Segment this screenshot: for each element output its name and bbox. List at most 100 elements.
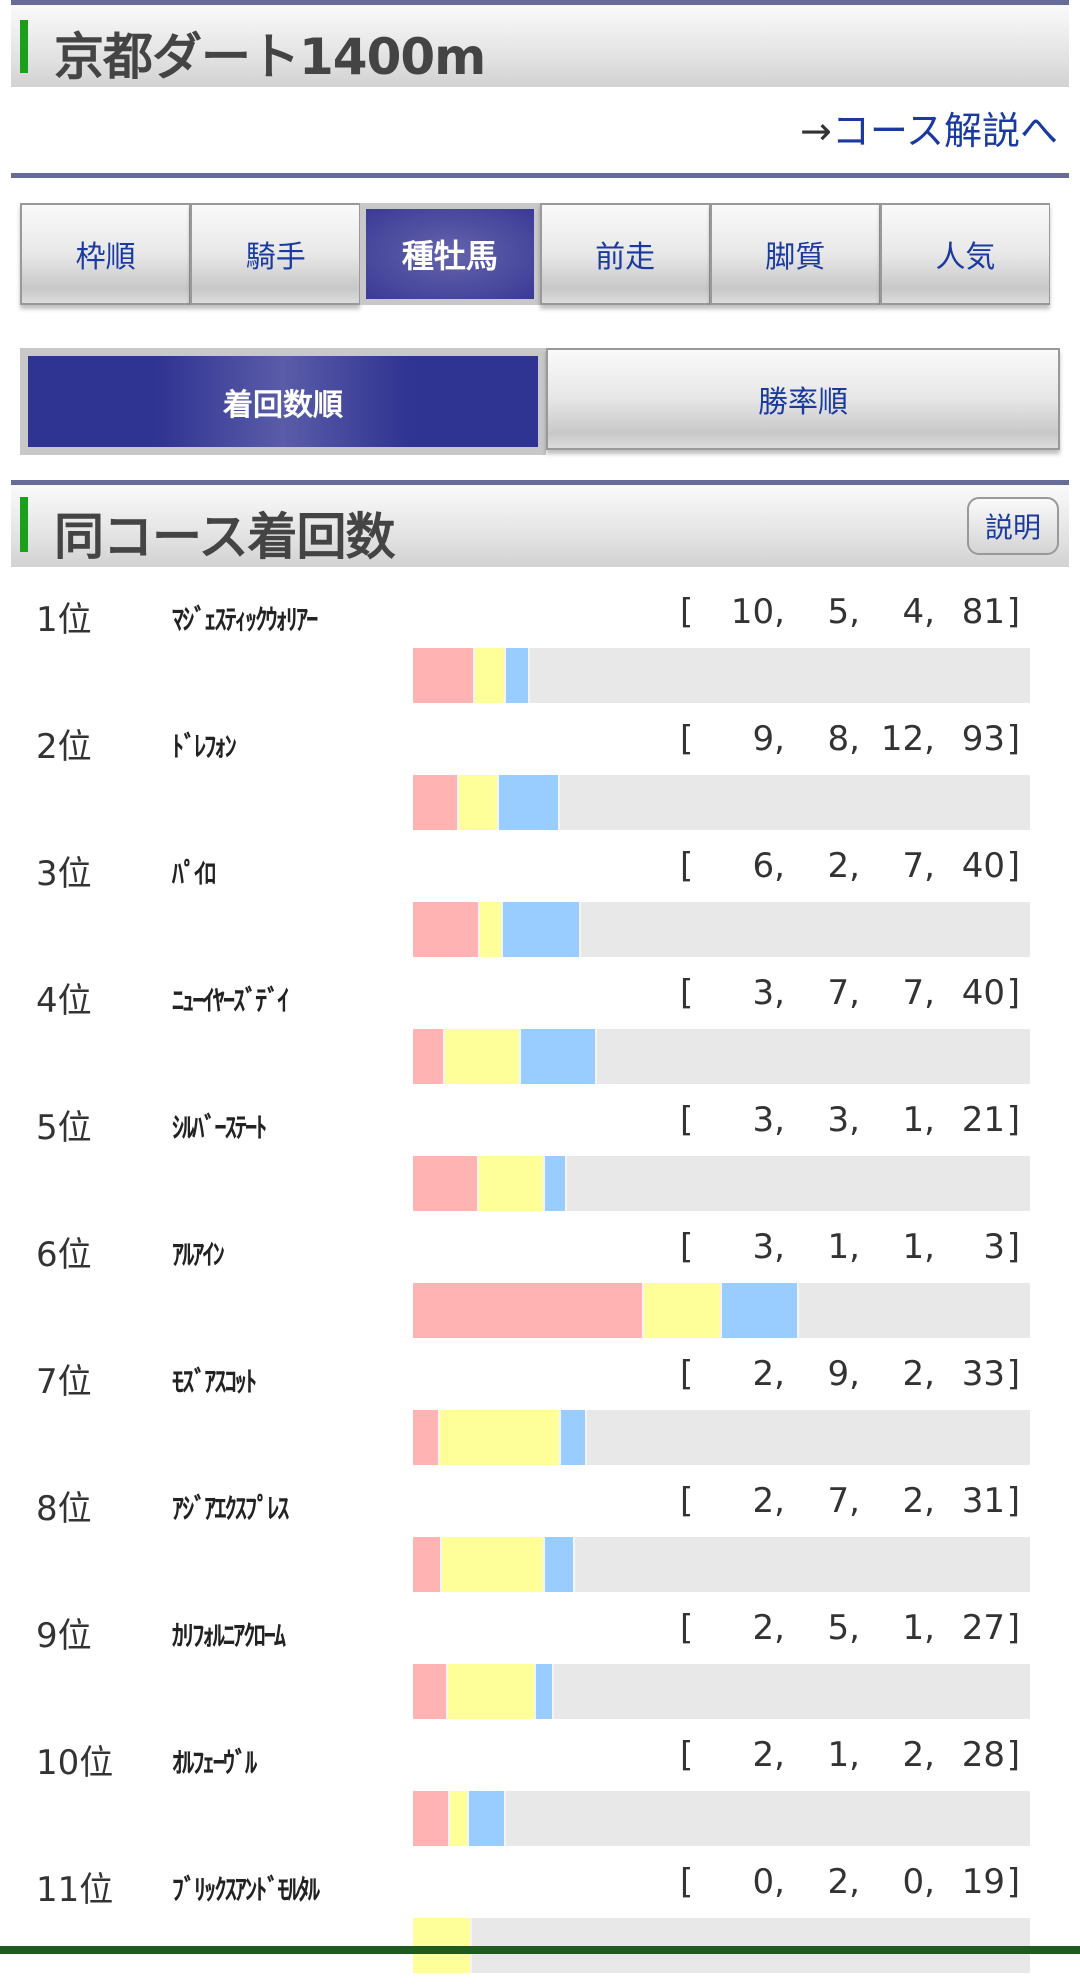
tab-label: 枠順: [75, 240, 136, 275]
third-place-segment: [545, 1537, 575, 1592]
third-place-segment: [536, 1664, 555, 1719]
table-row: 6位 ｱﾙｱｲﾝ [3, 1, 1, 3]: [0, 1225, 1080, 1352]
count-value: 0,: [752, 1862, 785, 1902]
bracket-close: ]: [1006, 1100, 1020, 1140]
rank-label: 4位: [36, 981, 92, 1021]
count-value: 93: [961, 719, 1005, 759]
third-place-segment: [545, 1156, 568, 1211]
table-row: 2位 ﾄﾞﾚﾌｫﾝ [9, 8, 12, 93]: [0, 717, 1080, 844]
third-place-segment: [521, 1029, 597, 1084]
third-place-segment: [560, 1410, 588, 1465]
bracket-close: ]: [1006, 1862, 1020, 1902]
tab-running-style[interactable]: 脚質: [709, 203, 880, 305]
count-value: 1,: [827, 1735, 860, 1775]
table-row: 1位 ﾏｼﾞｪｽﾃｨｯｸｳｫﾘｱｰ [10, 5, 4, 81]: [0, 590, 1080, 717]
rank-label: 3位: [36, 854, 92, 894]
count-value: 2,: [752, 1354, 785, 1394]
count-value: 1,: [902, 1608, 935, 1648]
result-bar: [413, 902, 1030, 957]
header-accent-bar: [20, 497, 28, 552]
count-value: 33: [961, 1354, 1005, 1394]
count-value: 2,: [752, 1608, 785, 1648]
bracket-close: ]: [1006, 592, 1020, 632]
result-bar: [413, 1664, 1030, 1719]
count-value: 21: [961, 1100, 1005, 1140]
count-value: 7,: [827, 1481, 860, 1521]
second-place-segment: [442, 1537, 546, 1592]
count-value: 3: [983, 1227, 1005, 1267]
count-value: 3,: [752, 1227, 785, 1267]
sort-label: 着回数順: [28, 356, 538, 447]
tab-previous-race[interactable]: 前走: [539, 203, 710, 305]
sire-name: ﾊﾟｲﾛ: [172, 857, 216, 890]
explain-button[interactable]: 説明: [967, 497, 1059, 555]
first-place-segment: [413, 1029, 446, 1084]
tab-sire[interactable]: 種牡馬: [360, 203, 540, 305]
count-value: 7,: [902, 973, 935, 1013]
rank-label: 1位: [36, 600, 92, 640]
count-value: 7,: [827, 973, 860, 1013]
rank-label: 7位: [36, 1362, 92, 1402]
sort-by-win-rate-button[interactable]: 勝率順: [546, 348, 1060, 450]
table-row: 5位 ｼﾙﾊﾞｰｽﾃｰﾄ [3, 3, 1, 21]: [0, 1098, 1080, 1225]
tab-jockey[interactable]: 騎手: [190, 203, 361, 305]
result-counts: [2, 5, 1, 27]: [680, 1608, 1040, 1648]
bracket-close: ]: [1006, 846, 1020, 886]
bracket-open: [: [680, 1608, 694, 1648]
result-counts: [2, 1, 2, 28]: [680, 1735, 1040, 1775]
result-bar: [413, 1156, 1030, 1211]
count-value: 19: [961, 1862, 1005, 1902]
count-value: 27: [961, 1608, 1005, 1648]
second-place-segment: [448, 1664, 537, 1719]
tab-waku[interactable]: 枠順: [20, 203, 191, 305]
rank-label: 6位: [36, 1235, 92, 1275]
bracket-open: [: [680, 719, 694, 759]
count-value: 2,: [902, 1481, 935, 1521]
result-counts: [9, 8, 12, 93]: [680, 719, 1040, 759]
count-value: 2,: [827, 846, 860, 886]
tab-label: 脚質: [765, 240, 826, 275]
third-place-segment: [505, 648, 531, 703]
tab-label: 種牡馬: [366, 209, 534, 299]
count-value: 6,: [752, 846, 785, 886]
result-counts: [3, 7, 7, 40]: [680, 973, 1040, 1013]
count-value: 2,: [902, 1354, 935, 1394]
table-row: 9位 ｶﾘﾌｫﾙﾆｱｸﾛｰﾑ [2, 5, 1, 27]: [0, 1606, 1080, 1733]
bracket-open: [: [680, 1481, 694, 1521]
bracket-open: [: [680, 1100, 694, 1140]
result-counts: [3, 3, 1, 21]: [680, 1100, 1040, 1140]
first-place-segment: [413, 648, 475, 703]
count-value: 7,: [902, 846, 935, 886]
second-place-segment: [450, 1791, 470, 1846]
section-header: 同コース着回数 説明: [11, 480, 1069, 567]
bracket-open: [: [680, 1354, 694, 1394]
table-row: 7位 ﾓｽﾞｱｽｺｯﾄ [2, 9, 2, 33]: [0, 1352, 1080, 1479]
sort-by-count-button[interactable]: 着回数順: [20, 348, 546, 455]
rank-label: 11位: [36, 1870, 114, 1910]
third-place-segment: [498, 775, 560, 830]
count-value: 81: [961, 592, 1005, 632]
sort-tabs: 着回数順 勝率順: [20, 348, 1060, 455]
table-row: 4位 ﾆｭｰｲﾔｰｽﾞﾃﾞｲ [3, 7, 7, 40]: [0, 971, 1080, 1098]
first-place-segment: [413, 1156, 480, 1211]
first-place-segment: [413, 1283, 645, 1338]
result-bar: [413, 775, 1030, 830]
bracket-close: ]: [1006, 1481, 1020, 1521]
header-accent-bar: [20, 20, 28, 73]
third-place-segment: [502, 902, 582, 957]
rank-label: 9位: [36, 1616, 92, 1656]
first-place-segment: [413, 902, 481, 957]
first-place-segment: [413, 775, 459, 830]
count-value: 2,: [752, 1735, 785, 1775]
bracket-open: [: [680, 1735, 694, 1775]
second-place-segment: [458, 775, 499, 830]
result-bar: [413, 1410, 1030, 1465]
count-value: 10,: [730, 592, 785, 632]
tab-label: 人気: [935, 240, 996, 275]
result-counts: [0, 2, 0, 19]: [680, 1862, 1040, 1902]
sire-name: ﾌﾞﾘｯｸｽｱﾝﾄﾞﾓﾙﾀﾙ: [172, 1873, 320, 1906]
tab-label: 前走: [595, 240, 656, 275]
course-guide-link[interactable]: →コース解説へ: [800, 100, 1058, 155]
tab-popularity[interactable]: 人気: [879, 203, 1051, 305]
bottom-nav-bar[interactable]: [0, 1946, 1080, 1954]
